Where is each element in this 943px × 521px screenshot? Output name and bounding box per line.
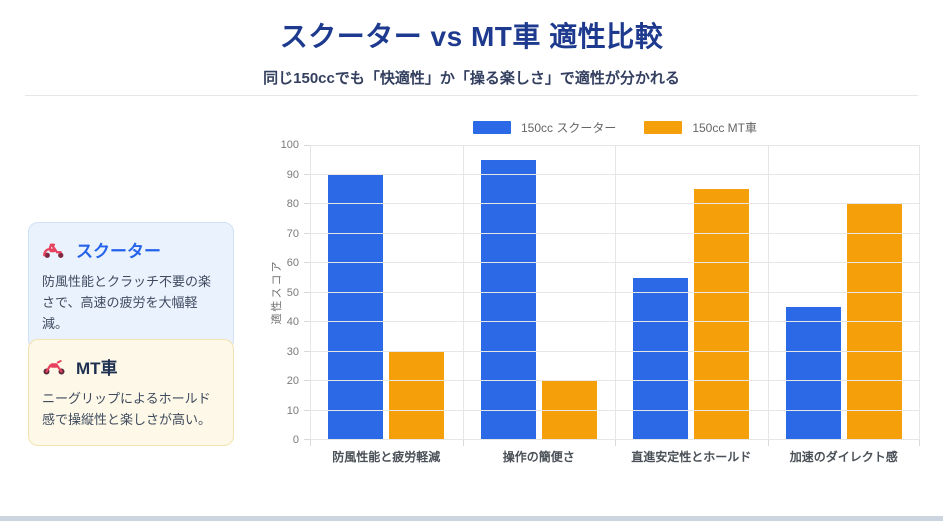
y-tick-label: 20 (286, 375, 299, 387)
gridline-v (767, 145, 769, 440)
scooter-card-body: 防風性能とクラッチ不要の楽さで、高速の疲労を大幅軽減。 (42, 274, 212, 332)
x-axis-label: 加速のダイレクト感 (789, 450, 898, 464)
x-tick-mark (767, 440, 769, 446)
y-tick-mark (304, 173, 310, 175)
x-axis-label: 防風性能と疲労軽減 (332, 450, 441, 464)
bar[interactable] (785, 307, 841, 440)
header-divider (25, 95, 918, 96)
mt-info-card: MT車 ニーグリップによるホールド感で操縦性と楽しさが高い。 (28, 339, 234, 447)
y-tick-mark (304, 350, 310, 352)
y-tick-label: 90 (286, 168, 299, 181)
bar-group (463, 145, 616, 440)
legend-swatch (472, 121, 511, 134)
legend-label: 150cc スクーター (520, 121, 617, 135)
page-title: スクーター vs MT車 適性比較 (279, 21, 664, 52)
bar[interactable] (328, 174, 384, 440)
y-tick-label: 0 (292, 434, 299, 446)
bar-group (310, 145, 463, 440)
y-tick-mark (304, 145, 310, 146)
scooter-card-title: スクーター (76, 242, 161, 261)
y-tick-mark (304, 232, 310, 234)
motorcycle-icon (43, 359, 65, 374)
mt-card-body: ニーグリップによるホールド感で操縦性と楽しさが高い。 (42, 391, 212, 428)
gridline-v (615, 145, 616, 440)
bottom-strip (0, 516, 943, 521)
plot-area: 0 10 20 30 40 50 60 70 80 90 100 (281, 139, 920, 446)
y-tick-label: 50 (286, 286, 299, 299)
gridline-v (919, 145, 920, 440)
y-tick-label: 80 (286, 198, 299, 210)
scooter-card-header: スクーター (42, 237, 220, 262)
scooter-info-card: スクーター 防風性能とクラッチ不要の楽さで、高速の疲労を大幅軽減。 (28, 222, 234, 351)
y-tick-mark (304, 409, 310, 411)
x-tick-mark (919, 440, 920, 446)
legend-item[interactable]: 150cc スクーター (472, 119, 617, 136)
bar[interactable] (633, 277, 689, 440)
x-axis-label: 操作の簡便さ (502, 450, 575, 464)
bar[interactable] (694, 189, 750, 440)
y-axis-title: 適性スコア (271, 259, 283, 325)
legend-swatch (644, 121, 683, 134)
y-tick-mark (304, 262, 310, 263)
y-tick-mark (304, 291, 310, 293)
mt-card-header: MT車 (42, 354, 220, 379)
y-tick-mark (304, 203, 310, 204)
x-axis-label: 直進安定性とホールド (631, 450, 752, 464)
y-tick-mark (304, 439, 310, 440)
x-tick-mark (615, 440, 616, 446)
chart-legend: 150cc スクーター 150cc MT車 (310, 119, 920, 136)
comparison-bar-chart: 150cc スクーター 150cc MT車 適性スコア 0 10 20 30 40 50 60… (268, 105, 928, 485)
x-tick-mark (462, 440, 464, 446)
legend-label: 150cc MT車 (692, 121, 758, 135)
x-tick-mark (310, 440, 311, 446)
gridline-v (462, 145, 464, 440)
y-tick-label: 40 (286, 316, 299, 328)
y-tick-mark (304, 380, 310, 381)
y-tick-label: 60 (286, 257, 299, 269)
header: スクーター vs MT車 適性比較 同じ150ccでも「快適性」か「操る楽しさ」… (0, 0, 943, 88)
scooter-icon (43, 243, 64, 258)
gridline-v (310, 145, 311, 440)
y-tick-label: 10 (286, 404, 299, 417)
bar[interactable] (541, 381, 597, 440)
bar[interactable] (389, 351, 445, 440)
bar-group (768, 145, 921, 440)
page-subtitle: 同じ150ccでも「快適性」か「操る楽しさ」で適性が分かれる (263, 70, 680, 87)
legend-item[interactable]: 150cc MT車 (644, 119, 757, 136)
mt-card-title: MT車 (76, 359, 118, 378)
bar-group (615, 145, 768, 440)
y-tick-label: 30 (286, 345, 299, 358)
bar[interactable] (480, 159, 536, 440)
y-tick-mark (304, 321, 310, 322)
bar-groups (310, 145, 920, 440)
y-tick-label: 70 (286, 227, 299, 240)
bar[interactable] (846, 204, 902, 440)
x-axis-labels: 防風性能と疲労軽減 操作の簡便さ 直進安定性とホールド 加速のダイレクト感 (310, 448, 920, 465)
y-tick-label: 100 (280, 139, 299, 151)
